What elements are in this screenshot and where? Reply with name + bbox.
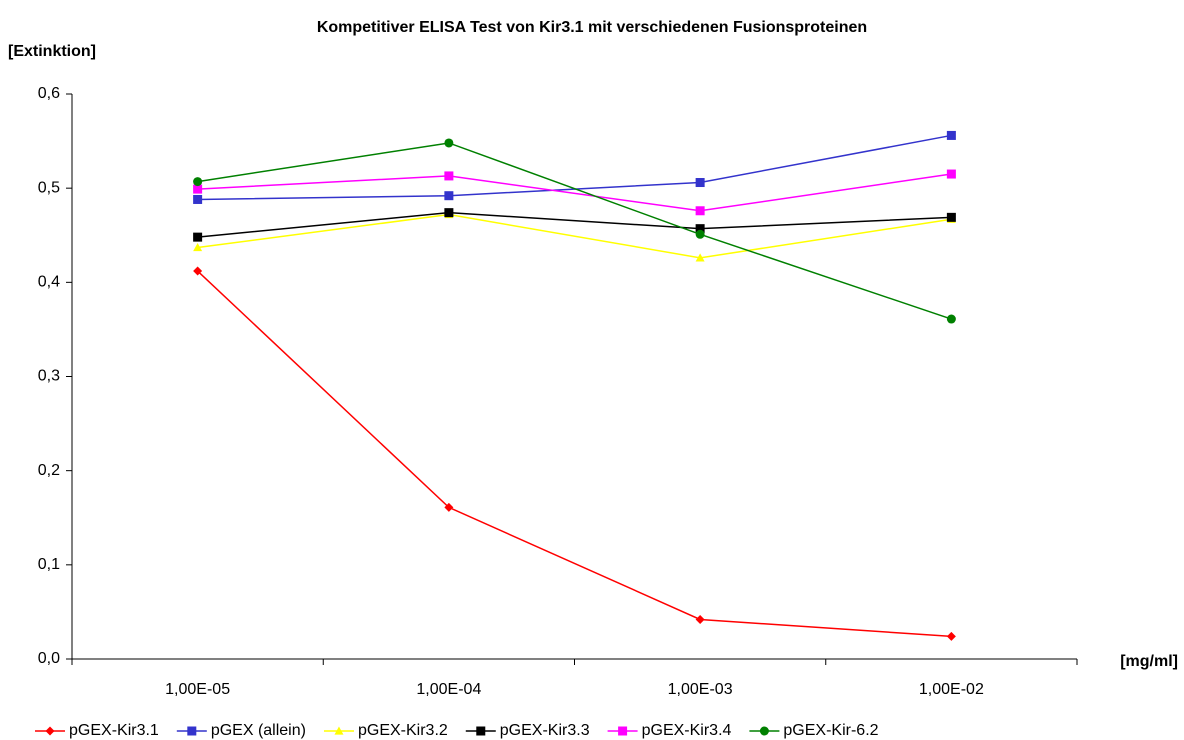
marker [695,224,705,234]
legend-label: pGEX-Kir3.4 [642,722,732,739]
marker [193,266,203,276]
marker [759,726,769,736]
marker [193,194,203,204]
y-tick-label: 0,1 [38,556,60,573]
y-tick-label: 0,2 [38,462,60,479]
y-tick-label: 0,4 [38,274,60,291]
series-line [197,211,952,238]
marker [695,253,705,262]
marker [946,314,956,324]
x-tick-label: 1,00E-02 [919,681,984,698]
y-tick-label: 0,3 [38,368,60,385]
marker [444,138,454,148]
marker [476,726,486,736]
marker [187,726,197,736]
marker [444,208,454,218]
marker [618,726,628,736]
marker [444,191,454,201]
marker [334,726,344,735]
series-line [197,173,952,212]
marker [193,184,203,194]
x-axis-label: [mg/ml] [1120,653,1178,670]
marker [946,130,956,140]
y-tick-label: 0,5 [38,179,60,196]
marker [695,178,705,188]
y-axis-label: [Extinktion] [8,43,96,60]
x-tick-label: 1,00E-05 [165,681,230,698]
marker [193,177,203,187]
marker [444,502,454,512]
legend-label: pGEX-Kir3.1 [69,722,159,739]
y-tick-label: 0,0 [38,650,60,667]
series-line [197,213,952,259]
marker [946,631,956,641]
x-tick-label: 1,00E-03 [668,681,733,698]
series-line [197,142,952,320]
marker [695,614,705,624]
marker [193,242,203,252]
marker [695,229,705,239]
x-tick-label: 1,00E-04 [416,681,481,698]
legend-label: pGEX-Kir3.3 [500,722,590,739]
chart-title: Kompetitiver ELISA Test von Kir3.1 mit v… [317,19,867,36]
y-tick-label: 0,6 [38,85,60,102]
marker [444,171,454,181]
marker [946,169,956,179]
series-line [197,270,952,638]
marker [45,726,55,736]
marker [695,206,705,216]
marker [946,212,956,222]
legend-label: pGEX (allein) [211,722,306,739]
legend-label: pGEX-Kir-6.2 [783,722,878,739]
marker [193,232,203,242]
legend-label: pGEX-Kir3.2 [358,722,448,739]
